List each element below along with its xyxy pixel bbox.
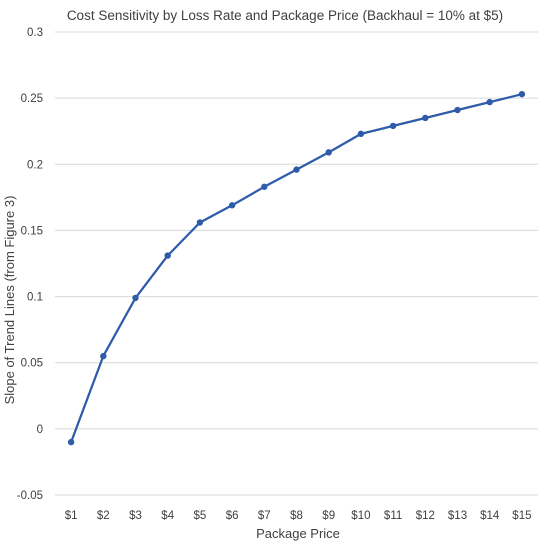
x-tick-label: $12 <box>416 510 435 522</box>
y-axis-ticks: -0.05 0 0.05 0.1 0.15 0.2 0.25 0.3 <box>17 27 43 502</box>
y-tick-label: 0 <box>37 424 43 436</box>
x-tick-label: $8 <box>290 510 303 522</box>
x-tick-label: $7 <box>258 510 271 522</box>
x-tick-label: $3 <box>129 510 142 522</box>
x-tick-label: $11 <box>384 510 402 522</box>
gridlines <box>55 31 538 496</box>
data-point <box>164 252 171 259</box>
x-tick-label: $1 <box>65 510 78 522</box>
y-tick-label: 0.25 <box>21 93 43 105</box>
series-line <box>69 93 524 444</box>
data-point <box>325 149 332 156</box>
y-tick-label: 0.1 <box>27 292 43 304</box>
data-point <box>293 166 300 173</box>
data-point <box>357 130 365 138</box>
data-point <box>422 114 429 122</box>
data-point <box>389 122 397 130</box>
x-axis-ticks: $1 $2 $3 $4 $5 $6 $7 $8 $9 $10 $11 $12 $13 $14 $15 <box>65 510 532 522</box>
chart-title: Cost Sensitivity by Loss Rate and Packag… <box>67 8 503 23</box>
x-tick-label: $4 <box>161 510 174 522</box>
data-point <box>196 219 204 226</box>
x-axis-title: Package Price <box>256 526 340 541</box>
data-point <box>486 98 493 106</box>
x-tick-label: $10 <box>351 510 370 522</box>
data-point <box>132 294 139 302</box>
data-point <box>228 202 236 209</box>
x-tick-label: $9 <box>322 510 335 522</box>
x-tick-label: $14 <box>480 510 500 522</box>
data-point <box>454 106 461 114</box>
data-point <box>67 438 75 446</box>
x-tick-label: $5 <box>194 510 207 522</box>
x-tick-label: $13 <box>448 510 467 522</box>
x-tick-label: $15 <box>512 510 531 522</box>
x-tick-label: $2 <box>97 510 110 522</box>
y-tick-label: 0.15 <box>21 225 43 237</box>
y-tick-label: -0.05 <box>17 490 43 502</box>
y-tick-label: 0.3 <box>27 27 43 39</box>
data-point <box>261 183 268 190</box>
y-tick-label: 0.05 <box>21 358 43 370</box>
series <box>67 90 526 446</box>
data-point <box>518 90 526 98</box>
y-tick-label: 0.2 <box>27 159 43 171</box>
y-axis-title: Slope of Trend Lines (from Figure 3) <box>2 196 17 405</box>
x-tick-label: $6 <box>226 510 239 522</box>
data-point <box>100 352 107 360</box>
